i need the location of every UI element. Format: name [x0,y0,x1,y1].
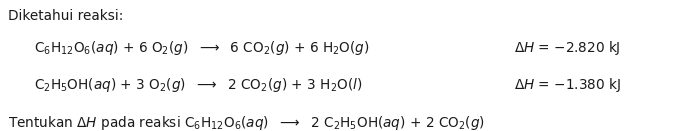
Text: $\mathregular{C_2H_5OH}$$\mathit{(aq)}$ + 3 $\mathregular{O_2}$$\mathit{(g)}$  $: $\mathregular{C_2H_5OH}$$\mathit{(aq)}$ … [34,76,362,94]
Text: $\Delta\mathit{H}$ = −1.380 kJ: $\Delta\mathit{H}$ = −1.380 kJ [514,76,622,94]
Text: Diketahui reaksi:: Diketahui reaksi: [8,9,124,23]
Text: $\Delta\mathit{H}$ = −2.820 kJ: $\Delta\mathit{H}$ = −2.820 kJ [514,39,621,57]
Text: Tentukan $\Delta\mathit{H}$ pada reaksi $\mathregular{C_6H_{12}O_6}$$\mathit{(aq: Tentukan $\Delta\mathit{H}$ pada reaksi … [8,114,485,131]
Text: $\mathregular{C_6H_{12}O_6}$$\mathit{(aq)}$ + 6 $\mathregular{O_2}$$\mathit{(g)}: $\mathregular{C_6H_{12}O_6}$$\mathit{(aq… [34,39,370,57]
